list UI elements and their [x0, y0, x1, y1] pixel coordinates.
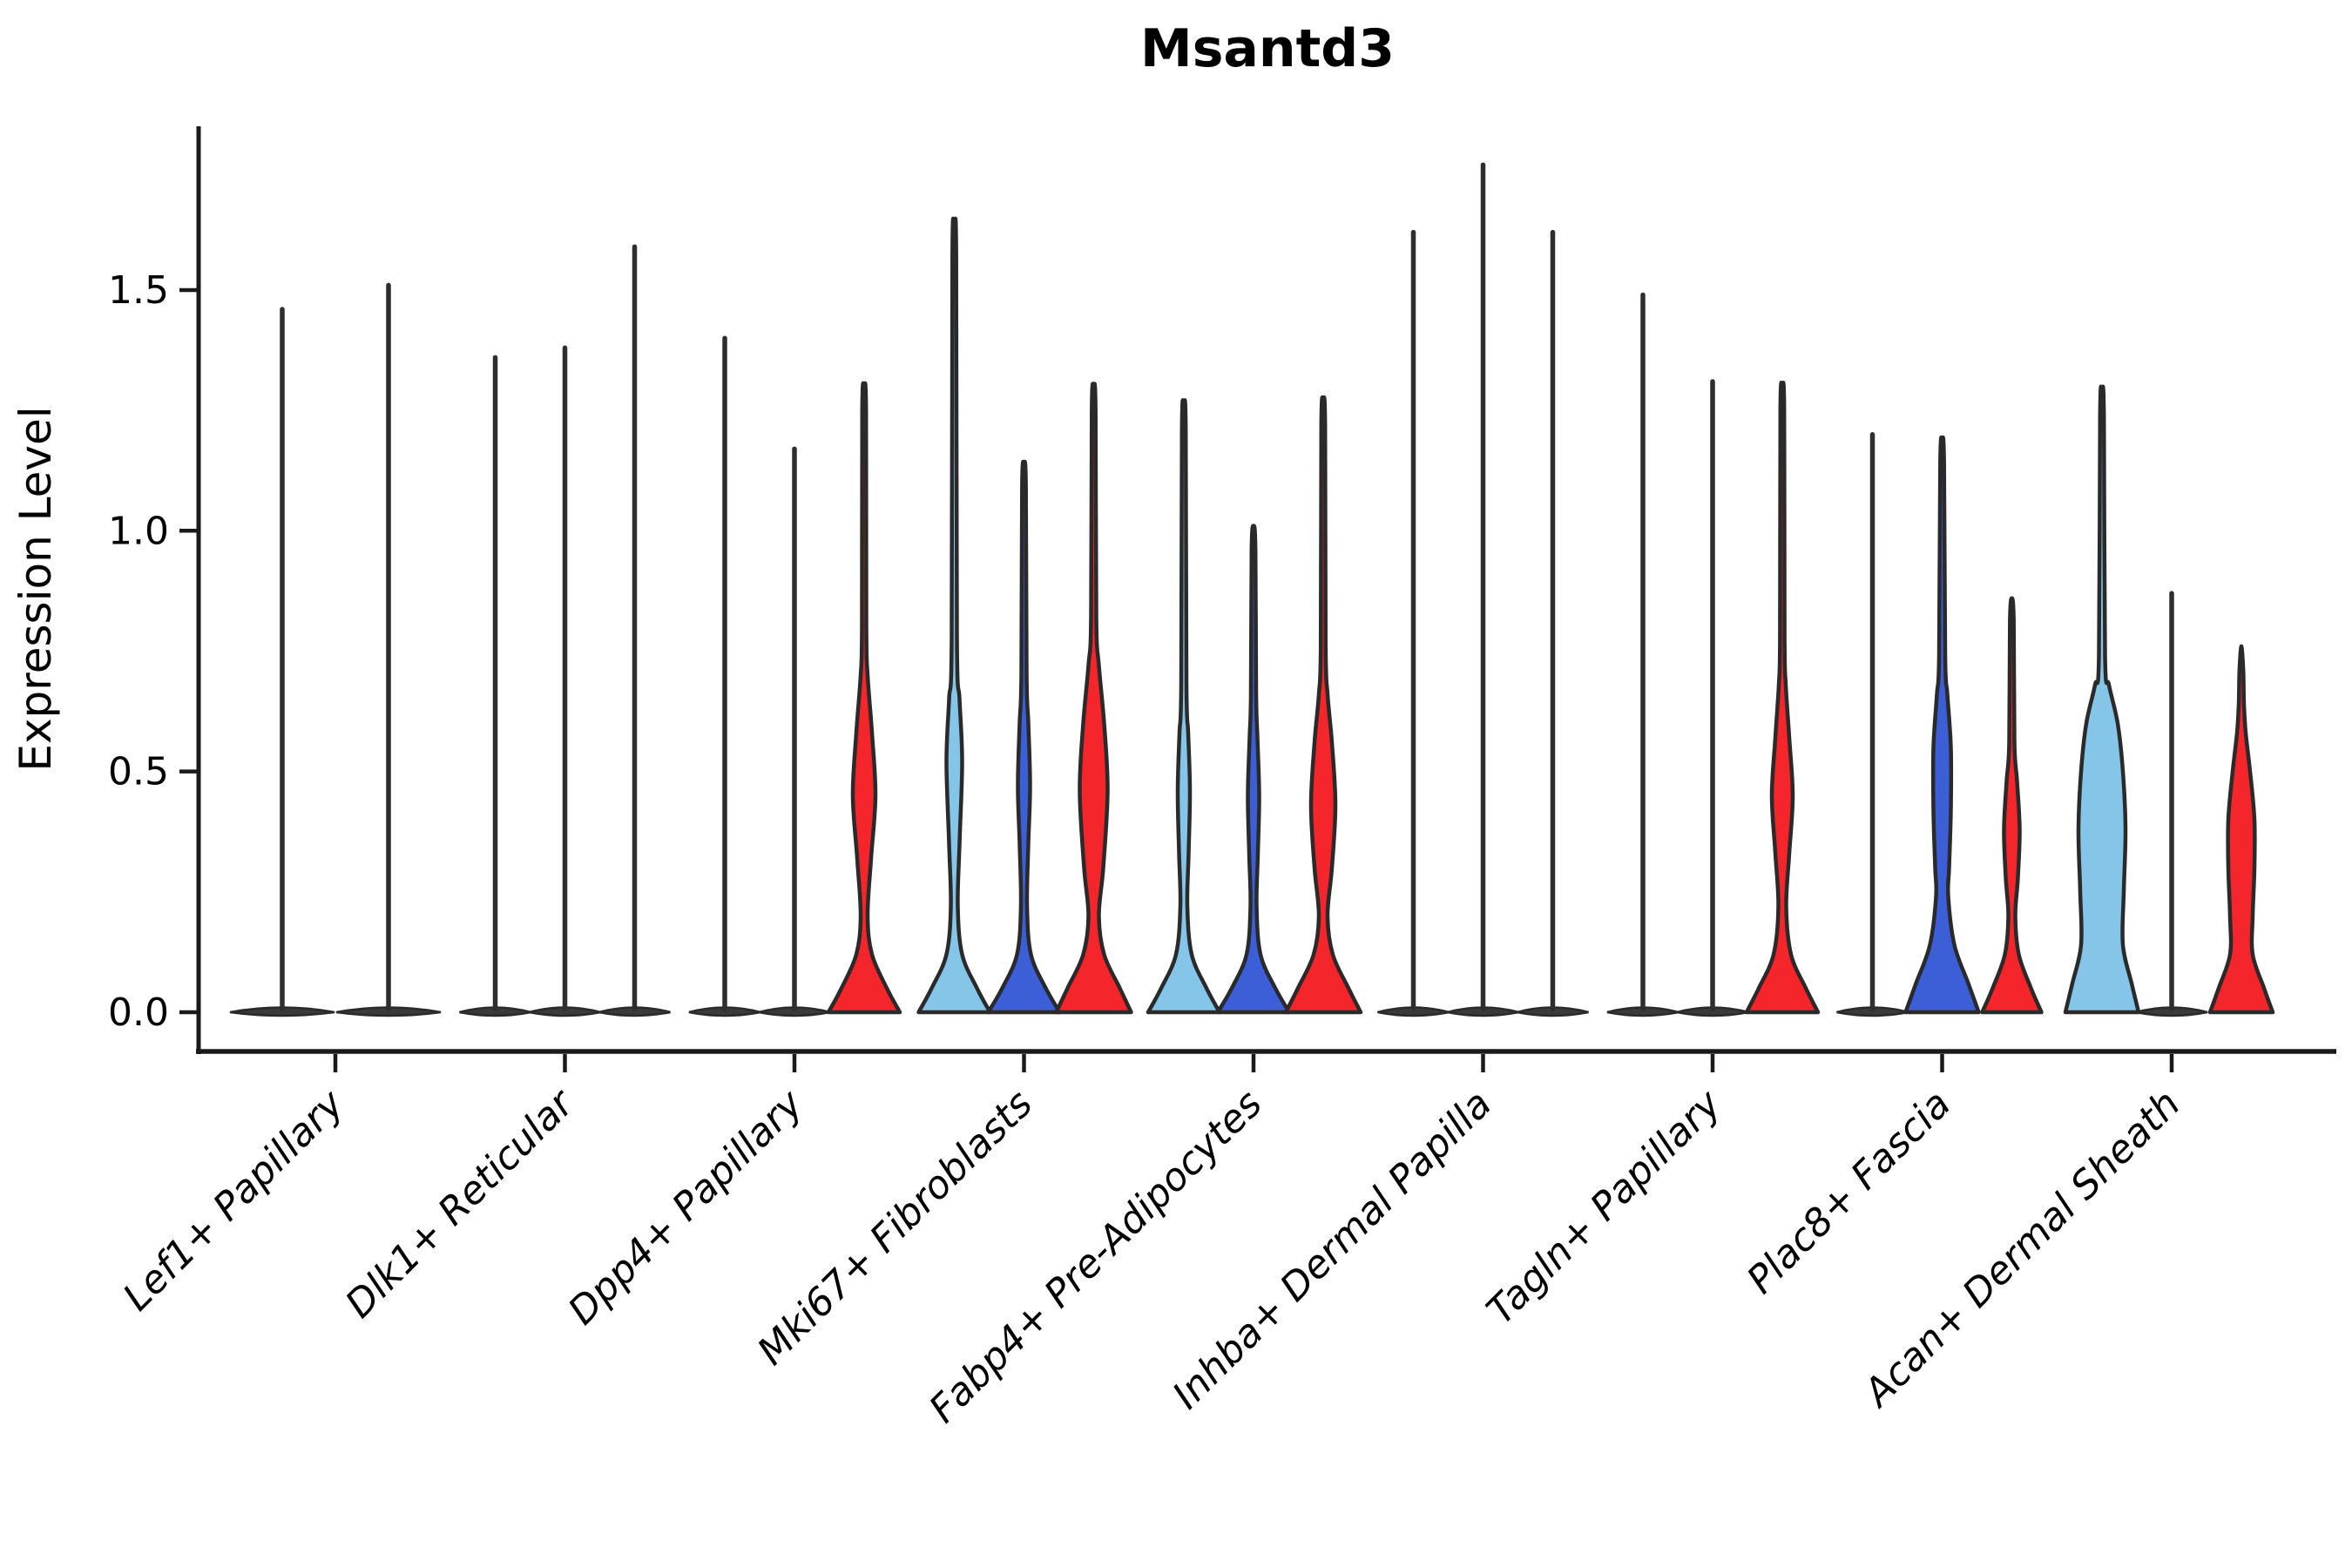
violin-red	[1980, 596, 2044, 1015]
x-tick-label: Tagln+ Papillary	[1478, 1081, 1730, 1333]
violin-group-9	[2063, 384, 2275, 1017]
violin-light_blue	[916, 216, 992, 1015]
axes	[196, 126, 2336, 1054]
y-tick-label: 0.5	[108, 750, 169, 794]
violin-dark_blue	[1903, 435, 1981, 1015]
violin-group-1	[229, 282, 442, 1017]
violin-flat-base	[2135, 1006, 2208, 1017]
x-tick-label: Lef1+ Papillary	[115, 1081, 354, 1320]
x-tick-label: Dlk1+ Reticular	[337, 1080, 584, 1327]
violin-light_blue	[2063, 384, 2141, 1015]
violin-flat-base	[598, 1006, 671, 1017]
y-axis-ticks: 0.0 0.5 1.0 1.5	[108, 268, 199, 1035]
violin-group-7	[1606, 292, 1821, 1017]
y-tick-label: 1.5	[108, 268, 169, 313]
violin-flat-base	[1517, 1006, 1589, 1017]
violin-red	[1054, 382, 1133, 1015]
violin-group-6	[1377, 162, 1589, 1017]
violin-red	[1283, 395, 1363, 1015]
violin-flat-base	[229, 1006, 335, 1017]
violin-group-2	[459, 244, 671, 1017]
violin-dark_blue	[986, 459, 1062, 1015]
y-tick-label: 1.0	[108, 509, 169, 553]
violin-flat-base	[335, 1006, 442, 1017]
y-tick-label: 0.0	[108, 990, 169, 1035]
x-tick-label: Plac8+ Fascia	[1739, 1082, 1959, 1302]
violin-red	[1744, 380, 1821, 1015]
y-axis-label: Expression Level	[10, 406, 61, 771]
violin-group-3	[688, 335, 902, 1017]
violin-group-5	[1146, 395, 1363, 1015]
violin-red	[2207, 644, 2275, 1015]
violin-red	[826, 381, 902, 1015]
violins	[229, 162, 2275, 1017]
violin-group-4	[916, 216, 1133, 1015]
chart-title: Msantd3	[1140, 18, 1395, 79]
violin-light_blue	[1146, 398, 1222, 1015]
violin-dark_blue	[1215, 524, 1292, 1015]
violin-group-8	[1836, 432, 2044, 1017]
x-tick-label: Dpp4+ Papillary	[560, 1081, 813, 1334]
